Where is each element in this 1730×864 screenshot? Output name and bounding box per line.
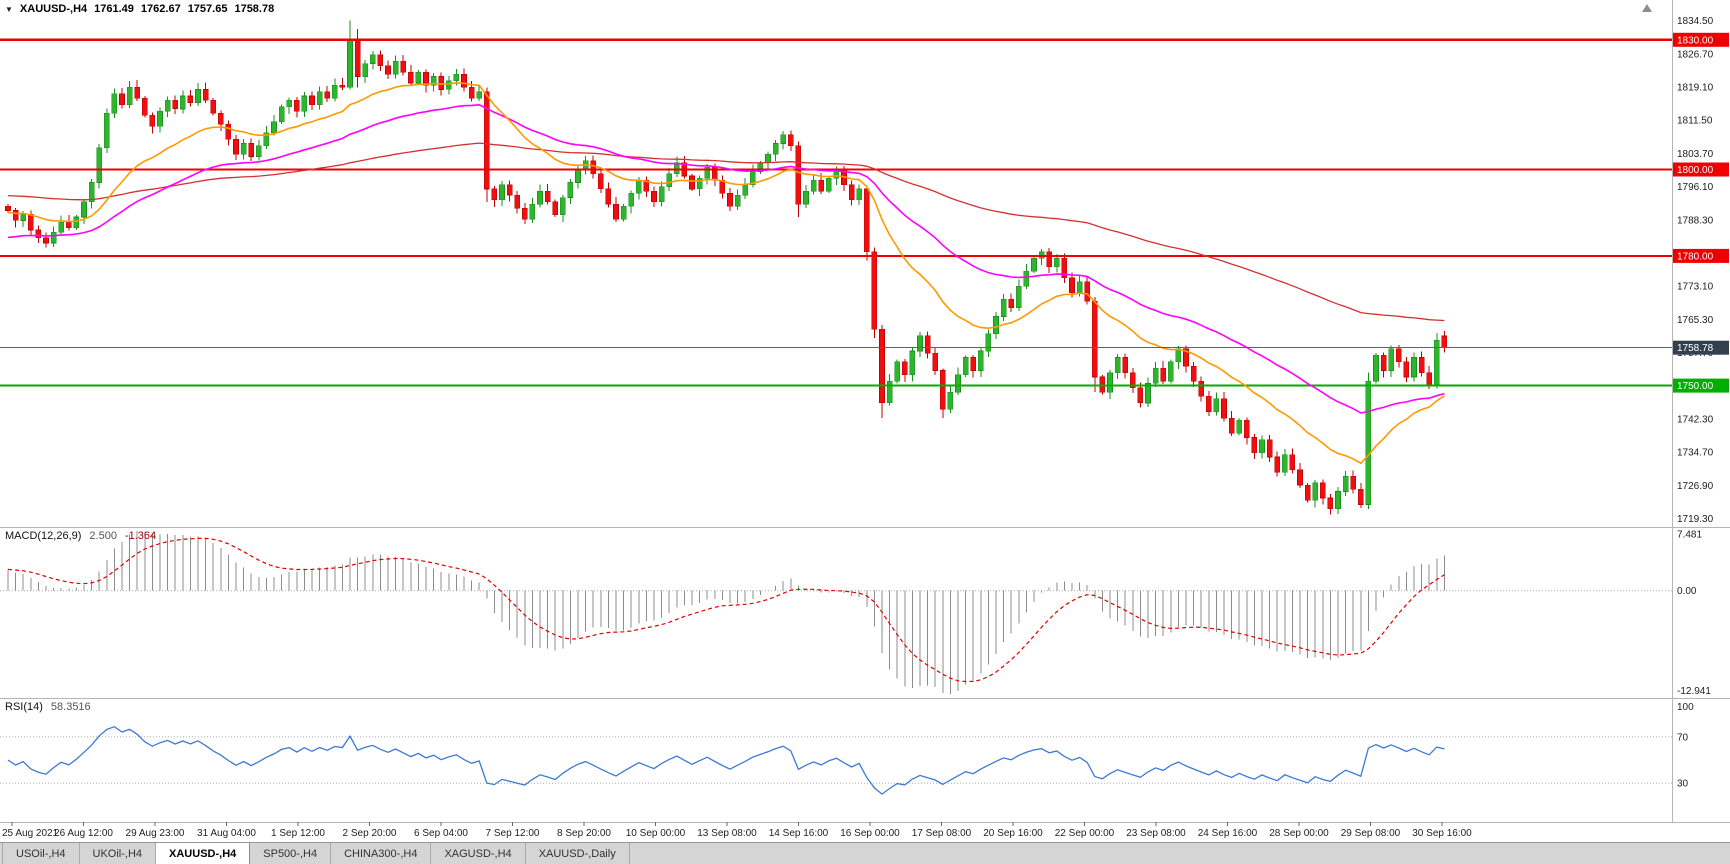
price-badge-level-1780.00: 1780.00 [1673,248,1729,263]
ma-mid-magenta [7,103,1445,414]
macd-axis-label: 7.481 [1677,530,1702,541]
price-scale-value: 1796.10 [1677,182,1714,193]
macd-pane[interactable] [0,527,1672,698]
time-axis-label: 24 Sep 16:00 [1198,828,1258,839]
horizontal-level-lines[interactable] [0,38,1672,387]
time-axis-label: 29 Aug 23:00 [126,828,185,839]
price-badge-level-1830.00: 1830.00 [1673,32,1729,47]
quote-symbol: XAUUSD-,H4 [19,3,88,15]
ma-fast-orange [7,82,1445,465]
time-axis-label: 13 Sep 08:00 [697,828,757,839]
macd-axis-label: -12.941 [1677,686,1711,697]
tab-sp500-h4[interactable]: SP500-,H4 [250,843,332,864]
symbol-marker-icon: ▼ [5,4,13,14]
time-axis-label: 26 Aug 12:00 [54,828,113,839]
time-axis-label: 7 Sep 12:00 [486,828,540,839]
rsi-pane-label: RSI(14) 58.3516 [5,701,91,713]
candles-layer [5,20,1448,515]
main-price-pane[interactable] [0,0,1672,527]
rsi-value: 58.3516 [50,701,91,713]
svg-text:1758.78: 1758.78 [1677,343,1714,354]
time-axis-label: 8 Sep 20:00 [557,828,611,839]
tab-xauusd-daily[interactable]: XAUUSD-,Daily [526,843,630,864]
time-axis-label: 14 Sep 16:00 [769,828,829,839]
time-axis-label: 17 Sep 08:00 [912,828,972,839]
time-axis-label: 10 Sep 00:00 [626,828,686,839]
time-axis-label: 1 Sep 12:00 [271,828,325,839]
svg-text:1750.00: 1750.00 [1677,381,1714,392]
time-axis-label: 20 Sep 16:00 [983,828,1043,839]
price-scale-value: 1742.30 [1677,414,1714,425]
svg-text:1780.00: 1780.00 [1677,251,1714,262]
macd-axis-label: 0.00 [1677,586,1697,597]
ma-slow-red [7,142,1445,322]
tab-ukoil-h4[interactable]: UKOil-,H4 [80,843,157,864]
time-axis-label: 29 Sep 08:00 [1341,828,1401,839]
macd-pane-label: MACD(12,26,9) 2.500 -1.364 [5,530,156,542]
price-scale-value: 1826.70 [1677,50,1714,61]
time-axis-label: 22 Sep 00:00 [1055,828,1115,839]
time-axis-label: 6 Sep 04:00 [414,828,468,839]
price-badge-level-1750.00: 1750.00 [1673,378,1729,393]
macd-signal-line [7,537,1445,683]
rsi-axis-label: 70 [1677,732,1689,743]
price-scale-value: 1773.10 [1677,281,1714,292]
price-scale-value: 1719.30 [1677,514,1714,525]
svg-text:1830.00: 1830.00 [1677,35,1714,46]
time-axis-label: 31 Aug 04:00 [197,828,256,839]
quote-close: 1758.78 [234,3,275,15]
macd-histogram [7,531,1445,694]
rsi-line [7,725,1445,795]
tab-china300-h4[interactable]: CHINA300-,H4 [331,843,432,864]
tab-usoil-h4[interactable]: USOil-,H4 [2,843,80,864]
time-axis-label: 25 Aug 2021 [2,828,59,839]
macd-signal-value: -1.364 [124,530,157,542]
current-price-badge: 1758.78 [1673,340,1729,355]
time-axis-label: 16 Sep 00:00 [840,828,900,839]
price-scale-value: 1734.70 [1677,447,1714,458]
price-scale-value: 1788.30 [1677,216,1714,227]
rsi-pane[interactable] [0,698,1672,822]
chart-canvas[interactable]: 1834.50 1826.70 1819.10 1811.50 1803.70 1796.… [0,0,1730,842]
rsi-indicator-name: RSI(14) [5,701,43,713]
time-axis-label: 30 Sep 16:00 [1412,828,1472,839]
quote-open: 1761.49 [94,3,134,15]
time-axis-label: 23 Sep 08:00 [1126,828,1186,839]
macd-indicator-name: MACD(12,26,9) [5,530,82,542]
symbol-tab-bar: USOil-,H4 UKOil-,H4 XAUUSD-,H4 SP500-,H4 CHI… [0,842,1730,864]
quote-line: ▼ XAUUSD-,H4 1761.49 1762.67 1757.65 175… [5,3,274,15]
price-scale-value: 1726.90 [1677,481,1714,492]
time-axis-label: 2 Sep 20:00 [343,828,397,839]
rsi-axis-label: 30 [1677,779,1689,790]
price-scale-column[interactable] [1672,0,1730,822]
quote-high: 1762.67 [140,3,181,15]
time-axis[interactable] [0,822,1730,842]
svg-text:1800.00: 1800.00 [1677,165,1714,176]
time-axis-label: 28 Sep 00:00 [1269,828,1329,839]
chart-shift-marker-icon[interactable] [1642,4,1652,12]
tab-xagusd-h4[interactable]: XAGUSD-,H4 [431,843,526,864]
macd-main-value: 2.500 [89,530,117,542]
price-badge-level-1800.00: 1800.00 [1673,162,1729,177]
tab-xauusd-h4[interactable]: XAUUSD-,H4 [156,843,251,864]
quote-low: 1757.65 [187,3,228,15]
price-scale-value: 1803.70 [1677,149,1714,160]
price-scale-value: 1811.50 [1677,115,1713,126]
price-scale-value: 1819.10 [1677,82,1714,93]
price-scale-value: 1765.30 [1677,315,1714,326]
rsi-axis-label: 100 [1677,702,1694,713]
price-scale-value: 1834.50 [1677,16,1714,27]
